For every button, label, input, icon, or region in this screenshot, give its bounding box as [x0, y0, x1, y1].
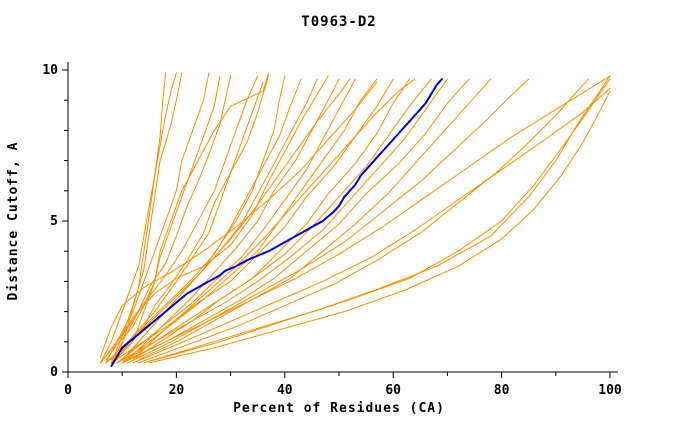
prediction-line — [110, 72, 183, 364]
y-tick-label: 0 — [50, 365, 58, 380]
axes: 0 20 40 60 80 100 0 5 10 — [42, 62, 622, 398]
chart-title: T0963-D2 — [301, 14, 376, 30]
prediction-line — [110, 78, 394, 364]
prediction-line — [105, 72, 269, 364]
prediction-line — [127, 78, 470, 361]
highlighted-model-line — [110, 78, 443, 367]
prediction-line — [154, 78, 611, 361]
prediction-line — [100, 75, 329, 364]
prediction-line — [110, 78, 318, 361]
prediction-line — [138, 78, 589, 364]
prediction-line — [148, 90, 611, 364]
y-tick-label: 5 — [50, 214, 58, 229]
y-axis-label: Distance Cutoff, A — [6, 142, 21, 301]
prediction-line — [121, 78, 351, 361]
x-tick-label: 80 — [494, 383, 510, 398]
prediction-line — [116, 78, 448, 364]
prediction-line — [116, 72, 167, 361]
prediction-line — [143, 75, 611, 364]
prediction-lines — [100, 72, 611, 364]
prediction-line — [138, 78, 492, 361]
highlight-line — [110, 78, 443, 367]
prediction-line — [132, 78, 416, 361]
prediction-line — [105, 75, 221, 361]
x-tick-label: 40 — [277, 383, 293, 398]
x-tick-label: 60 — [385, 383, 401, 398]
prediction-line — [132, 87, 611, 364]
x-tick-label: 100 — [598, 383, 622, 398]
prediction-line — [110, 81, 264, 364]
prediction-line — [116, 78, 356, 364]
prediction-line — [121, 78, 378, 364]
x-tick-label: 20 — [169, 383, 185, 398]
y-tick-label: 10 — [42, 63, 58, 78]
x-axis-label: Percent of Residues (CA) — [233, 401, 445, 416]
prediction-line — [127, 78, 530, 364]
prediction-line — [121, 78, 432, 364]
prediction-line — [100, 72, 177, 364]
prediction-line — [100, 75, 259, 364]
x-tick-label: 0 — [64, 383, 72, 398]
prediction-line — [100, 81, 378, 358]
prediction-line — [121, 75, 611, 364]
